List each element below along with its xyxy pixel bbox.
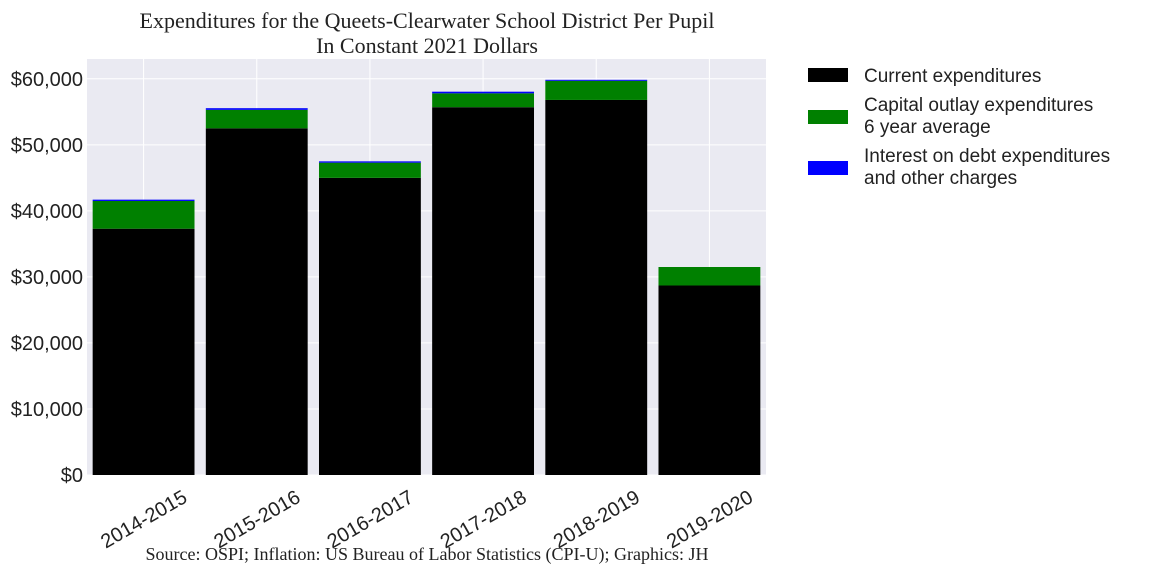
y-tick-label: $20,000: [11, 333, 83, 355]
legend-label-interest-on-debt-expenditures: Interest on debt expenditures: [864, 146, 1110, 167]
bar-2015-2016-capital-outlay-expenditures: [205, 109, 308, 129]
bar-2019-2020-current-expenditures: [658, 285, 761, 475]
y-tick-label: $30,000: [11, 267, 83, 289]
bar-2014-2015-interest-on-debt-expenditures: [92, 199, 195, 201]
y-tick-label: $0: [61, 465, 83, 487]
y-tick-label: $50,000: [11, 135, 83, 157]
legend-label-capital-outlay-expenditures: 6 year average: [864, 117, 991, 138]
bar-2015-2016-current-expenditures: [205, 128, 308, 476]
legend-swatch-interest-on-debt-expenditures: [808, 161, 848, 175]
legend-label-current-expenditures: Current expenditures: [864, 66, 1041, 87]
bar-2016-2017-current-expenditures: [318, 177, 421, 475]
bar-2014-2015-capital-outlay-expenditures: [92, 200, 195, 229]
bar-2017-2018-capital-outlay-expenditures: [432, 93, 535, 108]
legend: Current expenditures Capital outlay expen…: [808, 66, 1110, 189]
chart-title-line-1: Expenditures for the Queets-Clearwater S…: [140, 8, 715, 33]
bar-2018-2019-current-expenditures: [545, 99, 648, 475]
bar-2017-2018-interest-on-debt-expenditures: [432, 91, 535, 94]
legend-swatch-current-expenditures: [808, 68, 848, 82]
bar-2017-2018-current-expenditures: [432, 107, 535, 475]
bar-2018-2019-capital-outlay-expenditures: [545, 80, 648, 100]
bar-2016-2017-interest-on-debt-expenditures: [318, 161, 421, 163]
bar-2016-2017-capital-outlay-expenditures: [318, 162, 421, 178]
y-tick-label: $40,000: [11, 201, 83, 223]
bar-2018-2019-interest-on-debt-expenditures: [545, 79, 648, 81]
bars: [92, 79, 761, 476]
bar-2019-2020-capital-outlay-expenditures: [658, 267, 761, 286]
y-tick-label: $60,000: [11, 69, 83, 91]
source-note: Source: OSPI; Inflation: US Bureau of La…: [146, 544, 709, 565]
legend-label-interest-on-debt-expenditures: and other charges: [864, 168, 1017, 189]
legend-label-capital-outlay-expenditures: Capital outlay expenditures: [864, 95, 1093, 116]
bar-2015-2016-interest-on-debt-expenditures: [205, 108, 308, 110]
y-axis-ticks: $0 $10,000 $20,000 $30,000 $40,000 $50,000 $60…: [11, 69, 83, 487]
chart-title-line-2: In Constant 2021 Dollars: [316, 33, 538, 58]
plot-area: [87, 59, 766, 475]
bar-2014-2015-current-expenditures: [92, 228, 195, 475]
y-tick-label: $10,000: [11, 399, 83, 421]
legend-swatch-capital-outlay-expenditures: [808, 110, 848, 124]
